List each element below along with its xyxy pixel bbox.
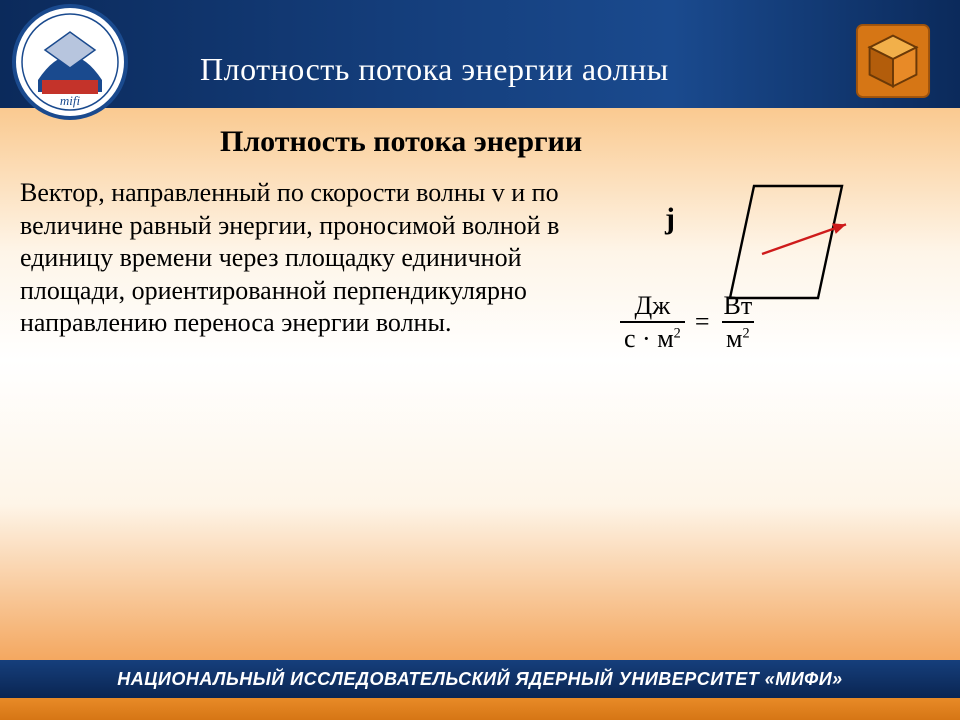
fraction-joule: Дж с · м2 xyxy=(620,292,685,353)
footer-text: НАЦИОНАЛЬНЫЙ ИССЛЕДОВАТЕЛЬСКИЙ ЯДЕРНЫЙ У… xyxy=(117,669,842,689)
slide-header: Плотность потока энергии аолны xyxy=(0,0,960,108)
slide-title: Плотность потока энергии аолны xyxy=(200,51,669,88)
numerator: Дж xyxy=(631,292,675,321)
section-heading: Плотность потока энергии xyxy=(220,125,940,159)
footer-band: НАЦИОНАЛЬНЫЙ ИССЛЕДОВАТЕЛЬСКИЙ ЯДЕРНЫЙ У… xyxy=(0,660,960,698)
denominator: м2 xyxy=(722,321,754,352)
equals-sign: = xyxy=(695,307,710,337)
fraction-watt: Вт м2 xyxy=(719,292,756,353)
definition-text: Вектор, направленный по скорости волны v… xyxy=(20,177,560,340)
denominator: с · м2 xyxy=(620,321,685,352)
svg-text:mifi: mifi xyxy=(60,93,81,108)
numerator: Вт xyxy=(719,292,756,321)
mephi-logo-icon: mifi xyxy=(10,2,130,122)
units-formula: Дж с · м2 = Вт м2 xyxy=(620,292,756,353)
cube-icon xyxy=(854,22,932,100)
slide-content: Плотность потока энергии Вектор, направл… xyxy=(20,125,940,650)
vector-label: j xyxy=(665,202,675,236)
body-row: Вектор, направленный по скорости волны v… xyxy=(20,177,940,340)
footer-bottom-edge xyxy=(0,698,960,720)
